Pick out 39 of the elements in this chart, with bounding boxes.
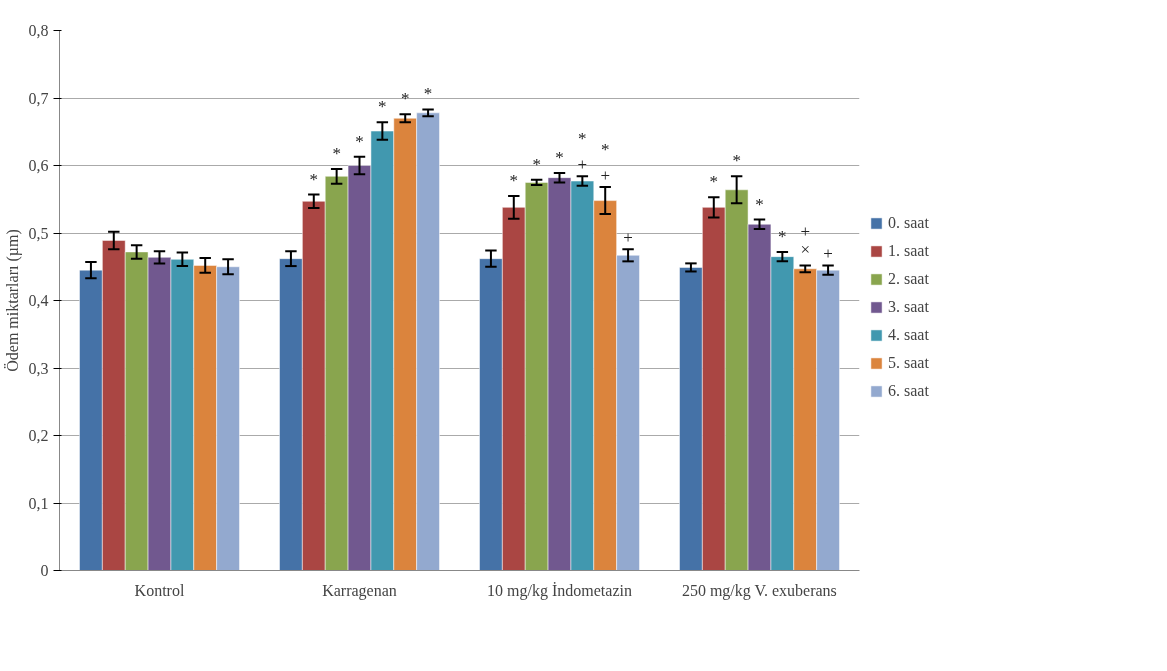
y-tick-label: 0,6	[28, 157, 49, 174]
legend-label: 3. saat	[888, 298, 929, 316]
data-label: * +	[600, 140, 611, 186]
data-label: +	[623, 228, 633, 248]
data-label: *	[732, 151, 741, 171]
data-label: *	[355, 131, 364, 151]
y-tick-label: 0,8	[28, 22, 49, 39]
data-label: *	[755, 194, 764, 214]
data-label: * +	[577, 129, 588, 175]
data-label: +	[823, 244, 833, 264]
x-tick-label: 250 mg/kg V. exuberans	[681, 581, 837, 600]
y-tick-label: 0,5	[28, 224, 49, 242]
data-label: *	[778, 226, 787, 246]
y-tick-label: 0	[40, 562, 49, 579]
legend-label: 4. saat	[888, 326, 929, 344]
data-label: *	[709, 172, 719, 192]
data-label: *	[309, 169, 319, 189]
legend-label: 6. saat	[888, 382, 929, 400]
data-label: *	[332, 143, 341, 163]
data-label: *	[509, 170, 519, 190]
x-tick-label: Kontrol	[134, 581, 185, 599]
y-tick-label: 0,4	[28, 292, 49, 309]
y-tick-label: 0,7	[28, 89, 49, 107]
legend-label: 0. saat	[888, 214, 929, 232]
y-tick-label: 0,1	[28, 494, 49, 512]
legend-label: 1. saat	[888, 242, 929, 260]
data-label: *	[532, 154, 541, 174]
x-tick-label: Karragenan	[322, 581, 397, 600]
data-label: *	[423, 84, 433, 104]
y-tick-label: 0,3	[28, 359, 49, 377]
x-tick-label: 10 mg/kg İndometazin	[487, 581, 632, 600]
y-axis-title: Ödem miktarları (µm)	[3, 229, 22, 372]
data-label: + ×	[800, 222, 811, 260]
data-label: *	[555, 147, 564, 167]
data-label: *	[378, 97, 387, 117]
y-tick-label: 0,2	[28, 427, 49, 444]
legend-label: 5. saat	[888, 354, 929, 372]
data-label: *	[400, 89, 410, 109]
legend-label: 2. saat	[888, 270, 929, 288]
